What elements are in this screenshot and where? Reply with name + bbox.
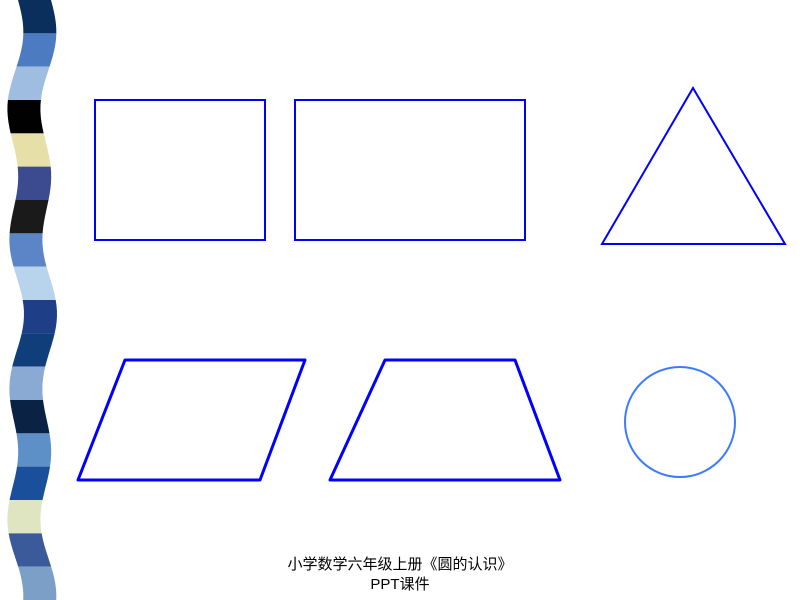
shape-square	[95, 100, 265, 240]
shape-triangle	[602, 88, 785, 244]
slide: 小学数学六年级上册《圆的认识》 PPT课件	[0, 0, 800, 600]
footer-line-2: PPT课件	[370, 576, 429, 593]
shape-trapezoid	[330, 360, 560, 480]
shape-parallelogram	[78, 360, 305, 480]
footer: 小学数学六年级上册《圆的认识》 PPT课件	[0, 555, 800, 594]
shape-rectangle	[295, 100, 525, 240]
shapes-canvas	[0, 0, 800, 600]
footer-line-1: 小学数学六年级上册《圆的认识》	[287, 556, 512, 573]
shape-circle	[625, 367, 735, 477]
